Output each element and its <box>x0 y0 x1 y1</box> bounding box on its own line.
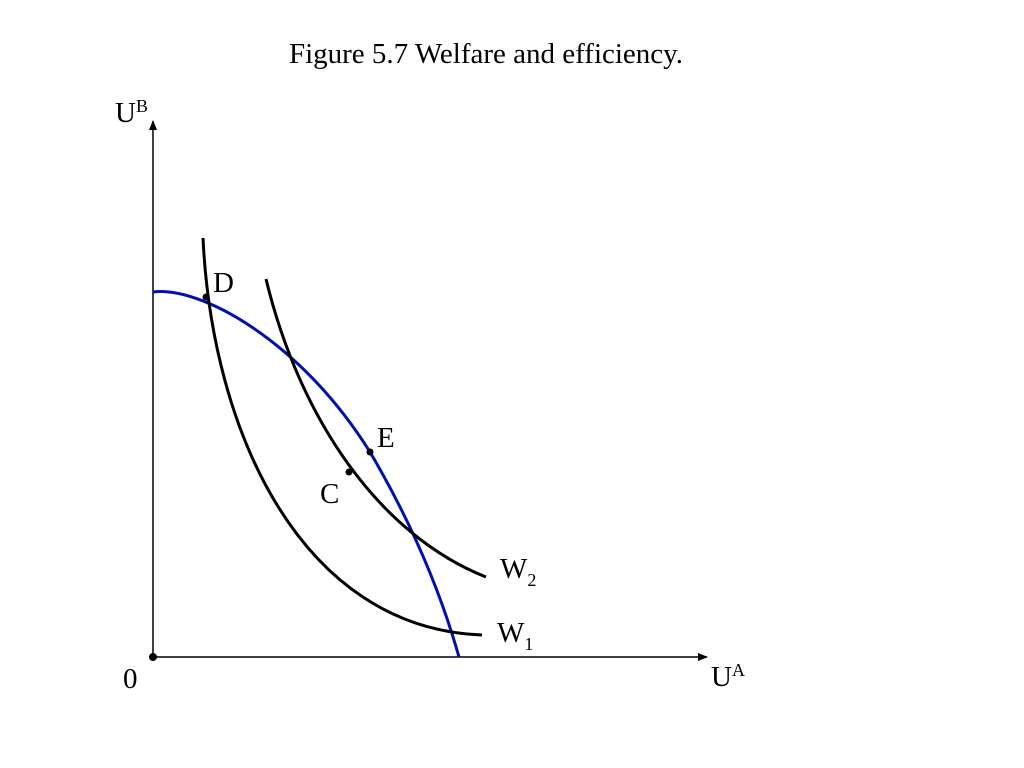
point-dot <box>366 448 374 456</box>
point-label: C <box>320 478 339 510</box>
label-base: U <box>115 97 136 129</box>
welfare-curve-w1 <box>201 237 483 637</box>
origin-dot <box>149 653 157 661</box>
label-sub: 1 <box>524 634 533 654</box>
utility-frontier <box>152 290 461 658</box>
curve-label: W1 <box>497 617 533 654</box>
point-dot <box>345 468 353 476</box>
title: Figure 5.7 Welfare and efficiency. <box>289 38 683 70</box>
label-base: W <box>500 553 528 585</box>
label-sup: B <box>136 96 148 116</box>
x-axis-label: UA <box>711 660 745 693</box>
point-label: D <box>213 267 234 299</box>
y-axis-label: UB <box>115 96 148 129</box>
label-base: W <box>497 617 525 649</box>
label-base: U <box>711 661 732 693</box>
label-sup: A <box>732 660 745 680</box>
curve-label: W2 <box>500 553 536 590</box>
label-sub: 2 <box>527 570 536 590</box>
welfare-curve-w2 <box>264 278 487 579</box>
origin-label: 0 <box>123 663 138 695</box>
point-dot <box>202 293 210 301</box>
point-label: E <box>377 422 395 454</box>
